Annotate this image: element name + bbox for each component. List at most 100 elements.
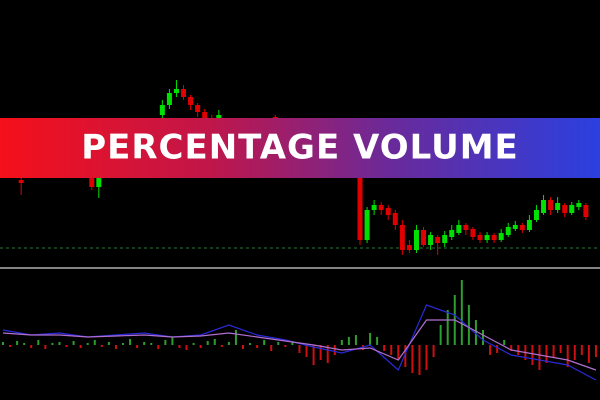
histogram-bar	[72, 341, 75, 345]
histogram-bar	[16, 341, 19, 345]
candle-body	[505, 227, 511, 235]
histogram-bar	[171, 337, 174, 345]
histogram-bar	[460, 280, 463, 345]
histogram-bar	[425, 345, 428, 370]
histogram-bar	[9, 345, 12, 347]
histogram-bar	[100, 345, 103, 347]
candle-body	[392, 213, 398, 225]
candle-body	[371, 205, 377, 210]
candle-body	[202, 112, 208, 118]
histogram-bar	[347, 337, 350, 345]
histogram-bar	[354, 335, 357, 345]
histogram-bar	[446, 310, 449, 345]
candle-body	[449, 230, 455, 237]
histogram-bar	[213, 339, 216, 345]
histogram-bar	[291, 341, 294, 345]
histogram-bar	[474, 320, 477, 345]
histogram-bar	[206, 341, 209, 345]
histogram-bar	[2, 342, 4, 345]
candle-body	[519, 225, 525, 230]
candle-body	[583, 205, 589, 217]
histogram-bar	[397, 345, 400, 360]
candle-body	[89, 175, 95, 187]
histogram-bar	[496, 345, 499, 353]
histogram-bar	[51, 343, 54, 345]
candle-body	[159, 105, 165, 115]
histogram-bar	[58, 342, 61, 345]
candle-body	[181, 89, 187, 97]
histogram-bar	[411, 345, 414, 373]
histogram-bar	[369, 333, 372, 345]
histogram-bar	[312, 345, 315, 365]
candle-body	[399, 225, 405, 250]
banner	[0, 118, 600, 178]
histogram-bar	[580, 345, 583, 355]
candle-body	[385, 208, 391, 215]
histogram-bar	[44, 345, 47, 349]
histogram-bar	[333, 345, 336, 355]
candle-body	[541, 200, 547, 213]
candle-body	[378, 205, 384, 210]
histogram-bar	[227, 342, 230, 345]
candle-body	[173, 89, 179, 93]
histogram-bar	[573, 345, 576, 360]
candle-body	[442, 235, 448, 243]
histogram-bar	[277, 342, 280, 345]
histogram-bar	[326, 345, 329, 363]
histogram-bar	[65, 345, 68, 347]
candle-body	[562, 205, 568, 213]
histogram-bar	[594, 345, 597, 357]
histogram-bar	[107, 342, 110, 345]
histogram-bar	[390, 345, 393, 355]
histogram-bar	[185, 345, 188, 350]
candle-body	[491, 235, 497, 240]
histogram-bar	[510, 345, 513, 351]
candle-body	[470, 229, 476, 237]
histogram-bar	[298, 345, 301, 353]
histogram-bar	[531, 345, 534, 365]
histogram-bar	[129, 339, 132, 345]
candle-body	[569, 205, 575, 213]
histogram-bar	[517, 345, 520, 355]
histogram-bar	[23, 343, 26, 345]
indicator-panel	[2, 280, 597, 381]
histogram-bar	[383, 345, 386, 351]
histogram-bar	[150, 343, 153, 345]
histogram-bar	[545, 345, 548, 363]
candle-body	[413, 230, 419, 250]
candle-body	[18, 180, 24, 183]
candle-body	[421, 230, 427, 245]
histogram-bar	[559, 345, 562, 353]
histogram-bar	[432, 345, 435, 357]
candle-body	[188, 97, 194, 105]
histogram-bar	[482, 330, 484, 345]
candle-body	[526, 220, 532, 230]
histogram-bar	[192, 343, 195, 345]
indicator-line	[2, 319, 597, 371]
banner-title: PERCENTAGE VOLUME	[81, 128, 519, 168]
candle-body	[576, 203, 582, 207]
histogram-bar	[37, 340, 40, 345]
histogram-bar	[86, 343, 89, 345]
histogram-bar	[114, 345, 117, 349]
histogram-bar	[319, 345, 322, 360]
histogram-bar	[270, 345, 273, 351]
candle-body	[477, 235, 483, 240]
candle-body	[533, 210, 539, 220]
histogram-bar	[30, 345, 33, 348]
candle-body	[484, 235, 490, 240]
histogram-bar	[284, 345, 287, 347]
histogram-bar	[439, 325, 442, 345]
histogram-bar	[122, 343, 124, 345]
histogram-bar	[256, 345, 259, 348]
candle-body	[96, 170, 102, 187]
histogram-bar	[143, 342, 146, 345]
candle-body	[357, 155, 363, 240]
histogram-bar	[552, 345, 555, 357]
candle-body	[555, 203, 561, 210]
histogram-bar	[376, 337, 379, 345]
histogram-bar	[178, 345, 181, 348]
histogram-bar	[220, 345, 223, 347]
